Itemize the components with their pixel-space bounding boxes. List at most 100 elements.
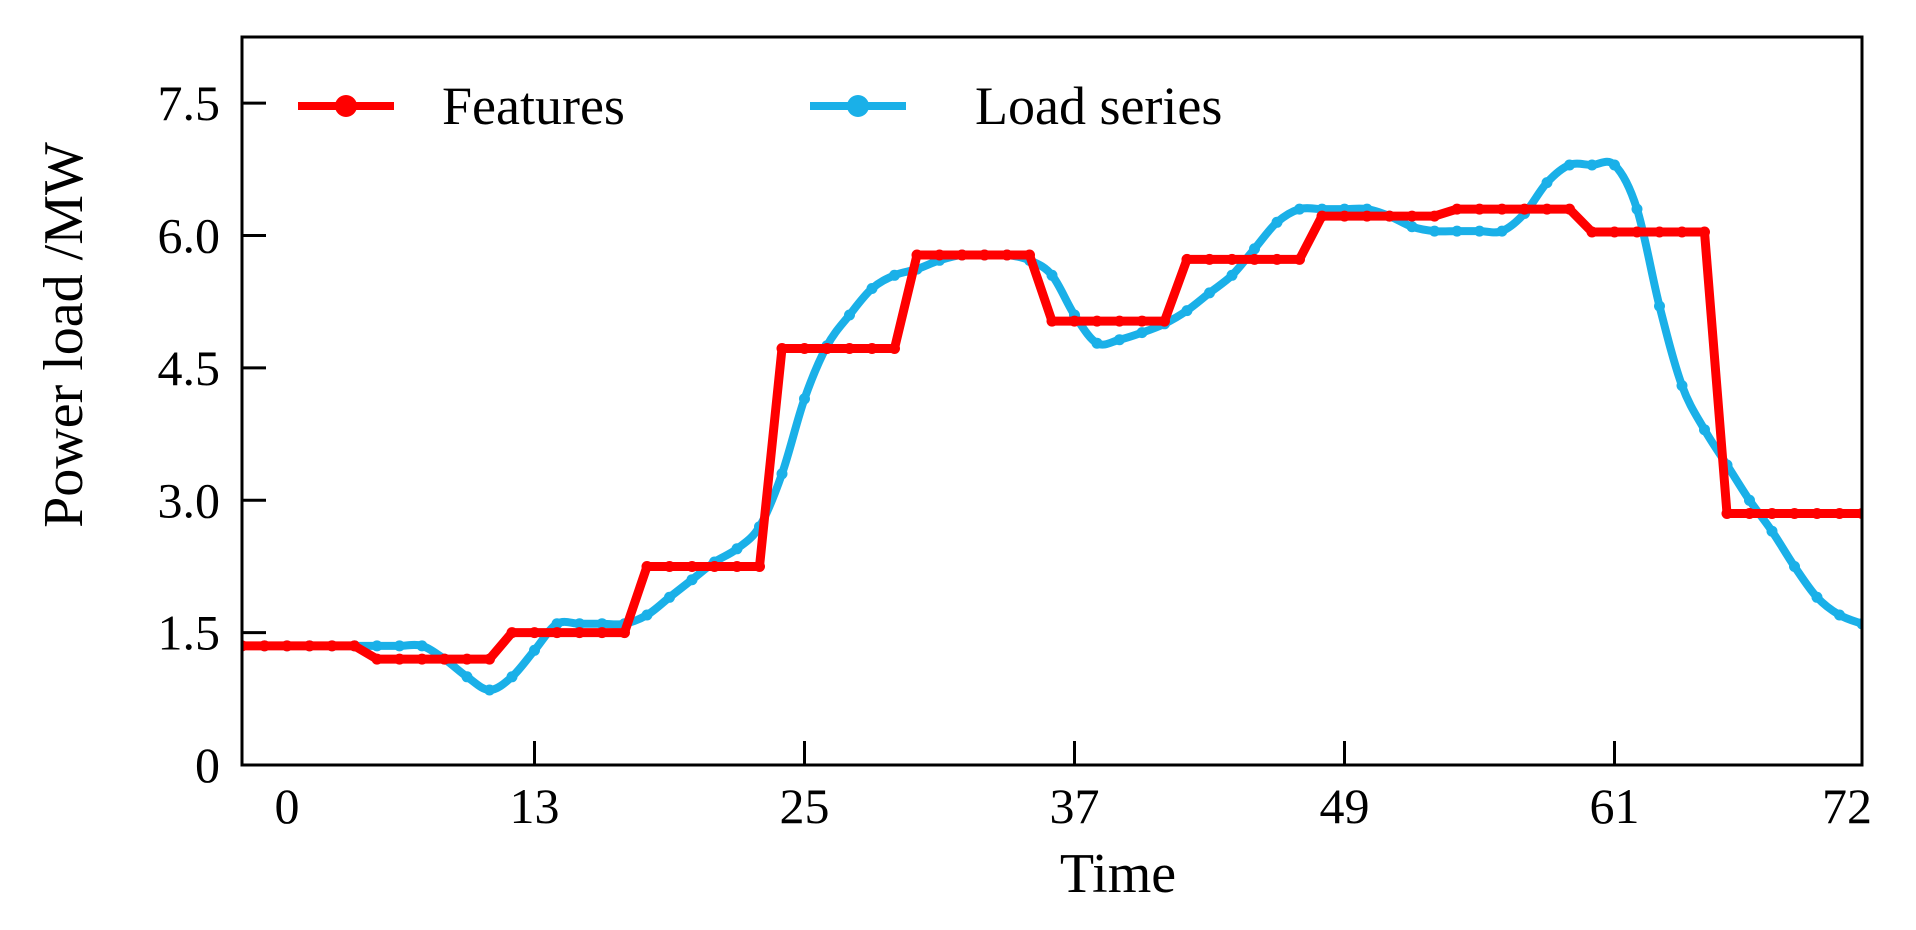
- data-point: [461, 653, 473, 665]
- data-point: [889, 269, 900, 281]
- data-point: [1811, 591, 1823, 603]
- data-point: [1181, 253, 1193, 265]
- data-point: [889, 343, 900, 354]
- data-point: [259, 640, 270, 652]
- data-point: [596, 618, 608, 630]
- x-tick-label: 61: [1590, 778, 1640, 834]
- data-point: [484, 684, 495, 696]
- data-point: [1766, 525, 1778, 537]
- data-point: [506, 671, 518, 683]
- data-point: [664, 591, 675, 603]
- data-point: [1474, 225, 1485, 237]
- data-point: [1541, 203, 1553, 215]
- data-point: [1474, 203, 1485, 215]
- data-point: [1564, 159, 1575, 171]
- data-point: [1181, 305, 1193, 317]
- data-point: [1001, 249, 1013, 261]
- x-axis-title: Time: [1060, 843, 1176, 905]
- data-point: [1226, 269, 1238, 281]
- data-point: [956, 249, 968, 261]
- data-point: [911, 249, 923, 261]
- data-point: [1316, 210, 1328, 222]
- data-point: [1091, 337, 1103, 349]
- data-point: [934, 249, 945, 261]
- series-features: [242, 203, 1862, 665]
- legend-label: Load series: [975, 76, 1222, 136]
- data-point: [1631, 203, 1643, 215]
- data-point: [326, 640, 338, 652]
- y-tick-label: 4.5: [158, 340, 221, 396]
- data-point: [1114, 334, 1125, 346]
- data-point: [1046, 315, 1058, 327]
- data-point: [1406, 210, 1418, 222]
- x-tick-label: 37: [1050, 778, 1100, 834]
- x-tick-label: 49: [1320, 778, 1370, 834]
- data-point: [1631, 226, 1643, 238]
- data-point: [979, 249, 990, 261]
- data-point: [1699, 424, 1710, 436]
- data-point: [776, 343, 788, 354]
- series-load-series: [242, 157, 1862, 696]
- data-point: [1789, 561, 1800, 572]
- data-point: [371, 653, 383, 665]
- legend-swatch-marker: [335, 95, 357, 117]
- data-point: [439, 653, 450, 665]
- data-point: [371, 640, 383, 652]
- data-point: [574, 627, 585, 639]
- plot-area: [242, 157, 1862, 696]
- data-point: [1451, 203, 1463, 215]
- data-point: [1429, 210, 1440, 222]
- data-point: [416, 653, 428, 665]
- data-point: [1609, 159, 1620, 171]
- data-point: [596, 627, 608, 639]
- data-point: [1586, 159, 1598, 171]
- data-point: [664, 561, 675, 572]
- data-point: [1834, 609, 1845, 621]
- data-point: [1361, 210, 1373, 222]
- data-point: [1271, 253, 1283, 265]
- data-point: [1699, 226, 1710, 238]
- y-axis-title: Power load /MW: [33, 142, 95, 528]
- data-point: [1789, 508, 1800, 519]
- data-point: [1586, 226, 1598, 238]
- data-point: [799, 393, 810, 405]
- data-point: [416, 640, 428, 652]
- data-point: [1676, 380, 1688, 392]
- data-point: [1136, 327, 1148, 339]
- data-point: [1339, 210, 1350, 222]
- data-point: [574, 618, 585, 630]
- data-point: [686, 574, 698, 586]
- data-point: [1249, 243, 1260, 255]
- data-point: [281, 640, 293, 652]
- data-point: [754, 561, 765, 572]
- data-point: [1744, 494, 1755, 506]
- data-point: [641, 609, 653, 621]
- plot-frame: [240, 35, 1864, 767]
- axes: 0 1.5 3.0 4.5 6.0 7.5 0 13 25 37 49 61 72: [158, 35, 1872, 834]
- legend: Features Load series: [298, 76, 1222, 136]
- data-point: [1271, 216, 1283, 228]
- data-point: [709, 561, 720, 572]
- data-point: [394, 653, 405, 665]
- series-group: [242, 157, 1862, 696]
- data-point: [731, 561, 743, 572]
- data-point: [551, 618, 563, 630]
- data-point: [1496, 225, 1508, 237]
- data-point: [1294, 203, 1305, 215]
- x-tick-label: 0: [275, 778, 300, 834]
- data-point: [821, 343, 833, 354]
- data-point: [1721, 508, 1733, 519]
- data-point: [506, 627, 518, 639]
- legend-item-features: Features: [298, 76, 625, 136]
- legend-label: Features: [442, 76, 625, 136]
- data-point: [1654, 300, 1665, 312]
- data-point: [1114, 315, 1125, 327]
- y-tick-label: 3.0: [158, 472, 221, 528]
- data-point: [551, 627, 563, 639]
- data-point: [1676, 226, 1688, 238]
- data-point: [1766, 508, 1778, 519]
- data-point: [1204, 287, 1215, 299]
- x-tick-label: 13: [510, 778, 560, 834]
